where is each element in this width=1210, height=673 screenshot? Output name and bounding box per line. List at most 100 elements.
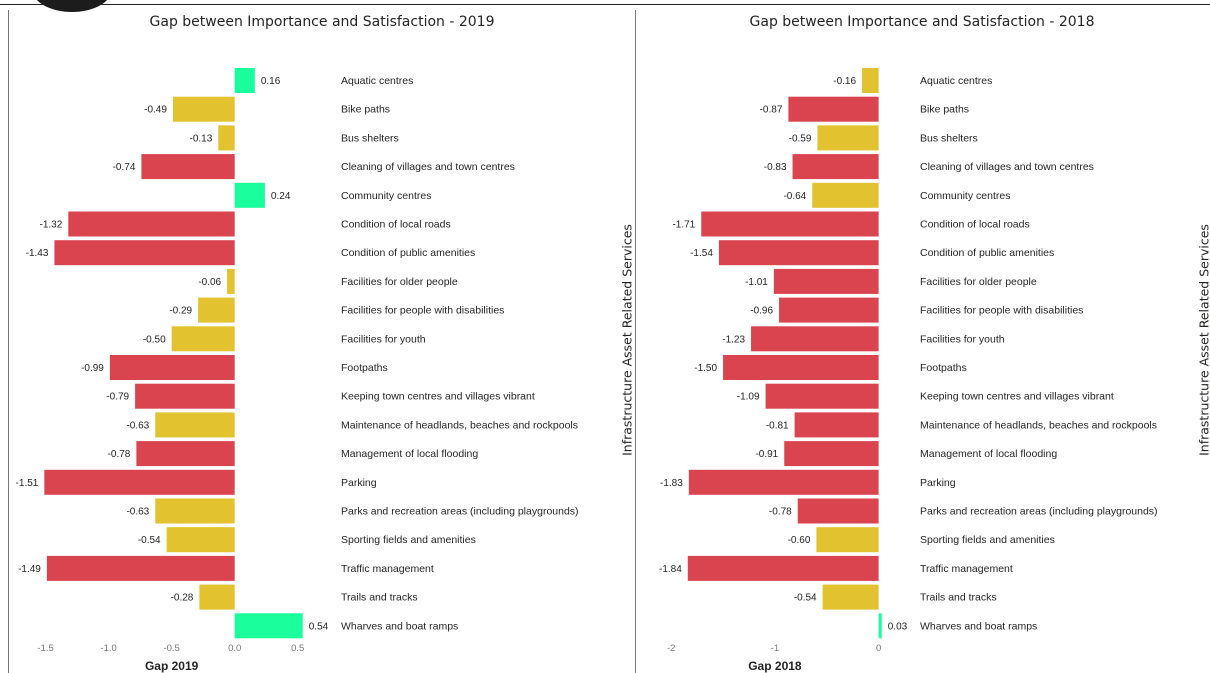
data-label: -1.54 (690, 248, 713, 259)
bar (172, 96, 235, 122)
x-tick-label: 0 (876, 643, 881, 654)
category-label: Facilities for youth (341, 333, 426, 345)
data-label: -0.06 (198, 277, 221, 288)
data-label: -0.54 (794, 593, 817, 604)
bar (779, 297, 879, 323)
bar (54, 240, 235, 266)
bar (68, 211, 235, 237)
bar (812, 182, 879, 208)
bar (46, 555, 235, 581)
bar (218, 125, 235, 151)
bar (797, 498, 879, 524)
bar (136, 441, 235, 467)
category-label: Parks and recreation areas (including pl… (920, 506, 1158, 518)
category-label: Aquatic centres (341, 75, 413, 87)
x-axis-title: Gap 2018 (748, 659, 802, 673)
bar (816, 527, 879, 553)
category-label: Cleaning of villages and town centres (341, 161, 515, 173)
bar (751, 326, 879, 352)
chart-svg-2018: -0.16 Aquatic centres -0.87 Bike paths -0.59… (659, 68, 1158, 673)
bar (227, 268, 235, 294)
data-label: -1.84 (659, 564, 682, 575)
x-axis-title: Gap 2019 (145, 659, 199, 673)
data-label: -1.01 (745, 277, 768, 288)
category-label: Bike paths (920, 104, 969, 116)
category-label: Traffic management (341, 563, 434, 575)
data-label: -1.49 (18, 564, 41, 575)
category-label: Bike paths (341, 104, 390, 116)
data-label: -0.50 (143, 334, 166, 345)
bar (109, 355, 235, 380)
top-divider-line (0, 4, 1210, 5)
bar (701, 211, 879, 237)
bar (135, 383, 235, 409)
bar (792, 154, 879, 180)
data-label: -0.83 (764, 162, 787, 173)
x-tick-label: 0.0 (228, 643, 241, 654)
data-label: -0.54 (138, 535, 161, 546)
category-label: Facilities for older people (920, 276, 1037, 288)
data-label: 0.16 (261, 76, 281, 87)
category-label: Community centres (341, 190, 431, 202)
chart-title-2019: Gap between Importance and Satisfaction … (149, 14, 495, 30)
bar (155, 498, 235, 524)
chart-title-2018: Gap between Importance and Satisfaction … (749, 14, 1095, 30)
category-label: Cleaning of villages and town centres (920, 161, 1094, 173)
data-label: -0.60 (788, 535, 811, 546)
category-label: Sporting fields and amenities (341, 534, 476, 546)
category-label: Wharves and boat ramps (920, 620, 1037, 632)
data-label: -0.49 (144, 105, 167, 116)
bar (718, 240, 879, 266)
side-axis-label-2018: Infrastructure Asset Related Services (1196, 224, 1210, 456)
bar (822, 584, 879, 610)
data-label: -0.91 (755, 449, 778, 460)
data-label: -0.87 (760, 105, 783, 116)
category-label: Condition of public amenities (341, 247, 475, 259)
x-tick-label: -0.5 (163, 643, 179, 654)
side-axis-label-2019: Infrastructure Asset Related Services (619, 224, 635, 456)
data-label: 0.24 (271, 191, 291, 202)
bar (687, 555, 879, 581)
bar (773, 268, 879, 294)
bar (723, 355, 879, 380)
data-label: -1.71 (672, 220, 695, 231)
category-label: Keeping town centres and villages vibran… (920, 391, 1114, 403)
data-label: -0.29 (169, 306, 192, 317)
category-label: Aquatic centres (920, 75, 992, 87)
bar (688, 469, 879, 495)
x-tick-label: -2 (667, 643, 675, 654)
category-label: Parking (341, 477, 377, 489)
category-label: Management of local flooding (920, 448, 1057, 460)
data-label: -0.13 (189, 133, 212, 144)
bar (817, 125, 879, 151)
data-label: -1.09 (737, 392, 760, 403)
bar (155, 412, 235, 438)
x-tick-label: -1.5 (37, 643, 53, 654)
category-label: Bus shelters (920, 132, 978, 144)
category-label: Facilities for youth (920, 333, 1005, 345)
chart-panel-2018: Gap between Importance and Satisfaction … (634, 10, 1210, 673)
data-label: -0.96 (750, 306, 773, 317)
bar (141, 154, 235, 180)
data-label: -1.51 (16, 478, 39, 489)
data-label: -0.81 (766, 420, 789, 431)
category-label: Community centres (920, 190, 1010, 202)
bar (198, 297, 235, 323)
category-label: Maintenance of headlands, beaches and ro… (341, 419, 578, 431)
data-label: 0.03 (888, 621, 908, 632)
data-label: -0.99 (81, 363, 104, 374)
category-label: Condition of public amenities (920, 247, 1054, 259)
category-label: Facilities for older people (341, 276, 458, 288)
data-label: -0.59 (789, 133, 812, 144)
data-label: -1.50 (694, 363, 717, 374)
data-label: -0.78 (769, 507, 792, 518)
data-label: -1.43 (26, 248, 49, 259)
category-label: Wharves and boat ramps (341, 620, 458, 632)
bar (862, 68, 879, 93)
data-label: 0.54 (309, 621, 329, 632)
category-label: Facilities for people with disabilities (920, 305, 1083, 317)
data-label: -0.16 (833, 76, 856, 87)
chart-svg-2019: 0.16 Aquatic centres -0.49 Bike paths -0.13 B… (16, 68, 579, 673)
category-label: Maintenance of headlands, beaches and ro… (920, 419, 1157, 431)
category-label: Traffic management (920, 563, 1013, 575)
